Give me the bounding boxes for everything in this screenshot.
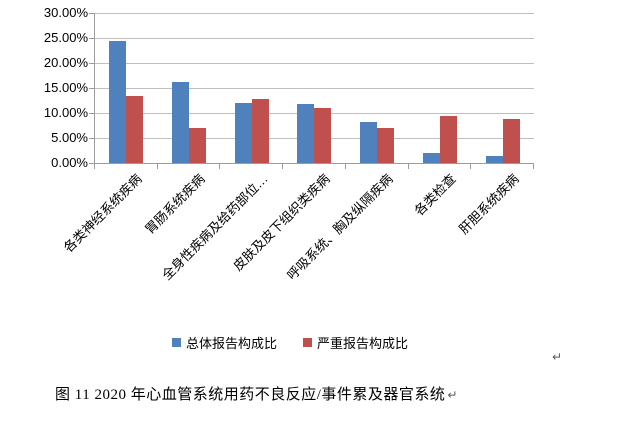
x-axis-category-label: 呼吸系统、胸及纵隔疾病: [284, 171, 396, 283]
y-axis-tick-label: 30.00%: [43, 5, 88, 20]
bar-total-report: [485, 155, 503, 163]
x-axis-category-label: 全身性疾病及给药部位…: [158, 171, 271, 283]
x-axis-tick: [533, 164, 534, 169]
figure-caption: 图 11 2020 年心血管系统用药不良反应/事件累及器官系统 ↵: [55, 383, 458, 404]
bar-serious-report: [189, 127, 207, 163]
bar-total-report: [172, 81, 190, 163]
bar-serious-report: [377, 128, 395, 163]
y-axis-tick: [89, 113, 94, 114]
y-axis-tick: [89, 163, 94, 164]
gridline: [95, 38, 534, 39]
x-axis-tick: [407, 164, 409, 169]
category-group: [95, 13, 158, 163]
y-axis-tick-label: 10.00%: [43, 105, 88, 120]
gridline: [95, 13, 534, 14]
gridline: [95, 63, 534, 64]
category-group: [158, 13, 221, 163]
plot-area: [94, 13, 534, 164]
bar-serious-report: [439, 116, 457, 163]
y-axis-tick-label: 15.00%: [43, 80, 88, 95]
category-group: [409, 13, 472, 163]
y-axis-tick-label: 5.00%: [51, 130, 88, 145]
chart-legend: 总体报告构成比 严重报告构成比: [70, 333, 510, 352]
bar-total-report: [422, 152, 440, 163]
bar-total-report: [360, 122, 378, 163]
x-axis-tick: [219, 164, 221, 169]
x-axis-category-label: 各类神经系统疾病: [60, 171, 146, 256]
legend-swatch-serious-icon: [303, 338, 312, 347]
x-axis-tick: [156, 164, 158, 169]
paragraph-return-icon: ↵: [552, 350, 563, 364]
legend-item-serious-report: 严重报告构成比: [303, 333, 408, 352]
category-group: [346, 13, 409, 163]
figure-caption-text: 图 11 2020 年心血管系统用药不良反应/事件累及器官系统: [55, 387, 446, 403]
legend-label-serious: 严重报告构成比: [317, 336, 409, 351]
paragraph-return-icon: ↵: [447, 388, 458, 402]
x-axis-tick: [344, 164, 346, 169]
category-group: [471, 13, 534, 163]
y-axis-tick: [89, 13, 94, 14]
bar-total-report: [297, 103, 315, 163]
y-axis-tick-label: 20.00%: [43, 55, 88, 70]
y-axis-tick-label: 25.00%: [43, 30, 88, 45]
bar-serious-report: [502, 118, 520, 163]
bar-total-report: [109, 41, 127, 163]
x-axis-tick: [470, 164, 472, 169]
x-axis-category-label: 各类检查: [411, 171, 459, 219]
bar-serious-report: [251, 98, 269, 163]
legend-item-total-report: 总体报告构成比: [171, 333, 277, 352]
y-axis-tick: [89, 38, 94, 39]
legend-swatch-total-icon: [171, 338, 181, 347]
bar-serious-report: [314, 107, 332, 163]
y-axis-tick: [89, 63, 94, 64]
category-group: [283, 13, 346, 163]
legend-label-total: 总体报告构成比: [185, 336, 277, 351]
x-axis-category-label: 肝胆系统疾病: [455, 171, 522, 237]
y-axis-tick: [89, 138, 94, 139]
y-axis-tick-label: 0.00%: [51, 155, 88, 170]
x-axis-tick: [94, 164, 95, 169]
gridline: [95, 88, 534, 89]
x-axis-tick: [282, 164, 284, 169]
category-group: [220, 13, 283, 163]
y-axis-tick: [89, 88, 94, 89]
bar-serious-report: [126, 96, 144, 163]
bar-total-report: [234, 102, 252, 163]
